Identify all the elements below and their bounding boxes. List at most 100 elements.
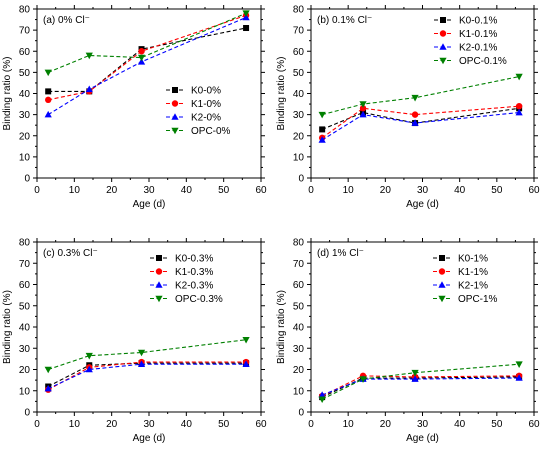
legend-marker: [438, 268, 446, 275]
x-tick-label: 0: [308, 185, 314, 196]
legend-label: OPC-0.3%: [175, 294, 223, 305]
legend-label: K1-0%: [191, 99, 221, 110]
data-point: [515, 108, 523, 116]
y-tick-label: 0: [24, 174, 30, 185]
data-point: [411, 94, 419, 102]
data-point: [243, 25, 250, 32]
x-tick-label: 50: [218, 419, 230, 430]
x-tick-label: 10: [69, 185, 81, 196]
x-axis-title: Age (d): [406, 433, 439, 444]
legend-label: K1-0.1%: [459, 29, 497, 40]
y-tick-label: 70: [293, 26, 305, 37]
panel-title: (d) 1% Cl⁻: [317, 248, 364, 259]
data-point: [44, 69, 52, 77]
x-tick-label: 50: [491, 185, 503, 196]
series-line: [48, 14, 247, 101]
x-axis-title: Age (d): [133, 199, 166, 210]
x-tick-label: 60: [528, 185, 540, 196]
legend-marker: [171, 100, 179, 107]
y-tick-label: 70: [19, 259, 31, 270]
x-tick-label: 30: [143, 419, 155, 430]
legend-marker: [155, 295, 163, 303]
series-line: [47, 363, 247, 390]
legend-marker: [155, 268, 163, 275]
chart-panel-b: 0 10 20 30 40 50 60 0 10 20 30 40 50 60 70 80 Age (d) Bin…: [276, 5, 540, 211]
data-point: [359, 110, 367, 118]
data-point: [137, 54, 146, 62]
plot-frame: [36, 8, 262, 179]
legend-label: OPC-1%: [458, 294, 498, 305]
x-tick-label: 50: [491, 419, 503, 430]
y-tick-label: 10: [19, 386, 31, 397]
y-tick-label: 60: [19, 280, 31, 291]
y-tick-label: 80: [19, 5, 31, 16]
x-tick-label: 40: [454, 419, 466, 430]
legend-label: K0-0.1%: [459, 16, 497, 27]
y-tick-label: 80: [293, 5, 305, 16]
data-point: [44, 110, 52, 118]
data-point: [319, 126, 326, 133]
x-tick-label: 10: [69, 419, 81, 430]
data-point: [359, 376, 367, 383]
x-axis-title: Age (d): [406, 199, 439, 210]
y-tick-label: 0: [298, 408, 304, 419]
legend-label: K0-0%: [191, 86, 221, 97]
x-tick-label: 0: [34, 185, 40, 196]
legend-label: K1-0.3%: [175, 267, 213, 278]
data-point: [85, 52, 93, 60]
legend-marker: [438, 281, 446, 288]
data-point: [138, 48, 145, 55]
series-line: [48, 339, 247, 371]
x-tick-label: 10: [343, 419, 355, 430]
series-line: [322, 76, 520, 116]
legend-marker: [171, 127, 179, 135]
plot-frame: [310, 241, 535, 413]
legend-marker: [438, 295, 446, 303]
series-line: [48, 27, 247, 92]
x-tick-label: 40: [181, 185, 193, 196]
y-tick-label: 50: [293, 301, 305, 312]
data-point: [515, 102, 523, 110]
y-tick-label: 60: [293, 280, 305, 291]
legend-marker: [439, 255, 445, 261]
legend-marker: [156, 255, 162, 261]
data-point: [318, 136, 326, 143]
y-tick-label: 50: [19, 68, 31, 79]
data-point: [137, 349, 146, 357]
y-tick-label: 20: [293, 131, 305, 142]
chart-panel-a: 0 10 20 30 40 50 60 0 10 20 30 40 50 60 70 80 Age (d) Bin…: [2, 5, 267, 211]
x-tick-label: 0: [308, 419, 314, 430]
y-tick-label: 20: [19, 131, 31, 142]
legend-label: K2-0.3%: [175, 281, 213, 292]
legend-label: K1-1%: [458, 267, 488, 278]
legend-marker: [440, 17, 446, 23]
legend-label: OPC-0%: [191, 126, 231, 137]
y-tick-label: 10: [19, 152, 31, 163]
y-tick-label: 60: [293, 47, 305, 58]
x-axis-title: Age (d): [133, 433, 166, 444]
y-tick-label: 40: [19, 89, 31, 100]
x-tick-label: 40: [181, 419, 193, 430]
legend-label: K2-0%: [191, 113, 221, 124]
data-point: [359, 101, 367, 108]
legend-label: OPC-0.1%: [459, 56, 507, 67]
legend: K0-0.3% K1-0.3% K2-0.3% OPC-0.3%: [150, 254, 223, 305]
data-point: [318, 111, 326, 119]
data-point: [515, 374, 523, 381]
data-point: [318, 391, 326, 398]
x-tick-label: 20: [380, 185, 392, 196]
y-axis-title: Binding ratio (%): [2, 57, 13, 131]
series-line: [321, 376, 520, 398]
x-tick-label: 60: [255, 185, 267, 196]
x-tick-label: 10: [343, 185, 355, 196]
y-tick-label: 60: [19, 47, 31, 58]
y-tick-label: 20: [293, 365, 305, 376]
data-point: [411, 111, 419, 118]
data-point: [85, 352, 93, 360]
data-point: [45, 96, 52, 104]
legend-marker: [439, 57, 447, 65]
x-tick-label: 40: [454, 185, 466, 196]
y-tick-label: 10: [293, 386, 305, 397]
panel-title: (b) 0.1% Cl⁻: [317, 15, 372, 26]
